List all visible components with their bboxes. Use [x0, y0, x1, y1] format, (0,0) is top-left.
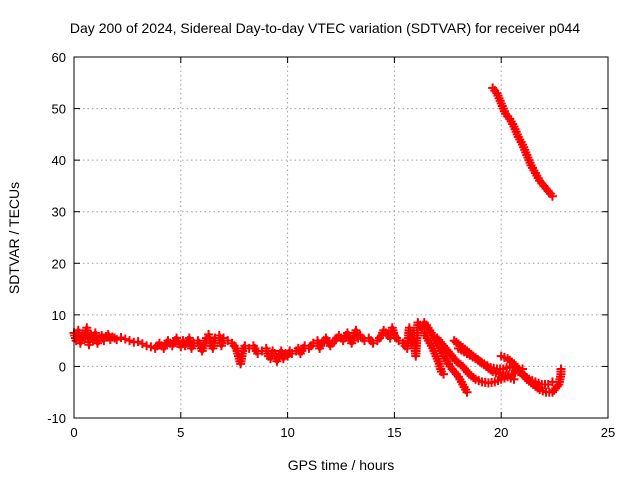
x-tick-label: 0: [70, 425, 77, 440]
x-tick-label: 25: [601, 425, 615, 440]
y-axis-label: SDTVAR / TECUs: [6, 182, 22, 294]
data-point: [439, 369, 449, 379]
y-tick-label: 20: [52, 256, 66, 271]
y-tick-label: 30: [52, 205, 66, 220]
x-axis-label: GPS time / hours: [288, 457, 395, 473]
data-point: [462, 387, 472, 397]
plot-frame: [73, 56, 609, 419]
data-point: [142, 341, 152, 351]
y-tick-label: 40: [52, 153, 66, 168]
x-tick-label: 20: [494, 425, 508, 440]
chart-title: Day 200 of 2024, Sidereal Day-to-day VTE…: [70, 20, 580, 36]
grid: [74, 57, 608, 418]
x-tick-label: 15: [387, 425, 401, 440]
y-tick-label: 0: [59, 359, 66, 374]
data-point: [509, 374, 519, 384]
y-tick-label: 50: [52, 102, 66, 117]
data-point: [547, 191, 557, 201]
x-tick-label: 5: [177, 425, 184, 440]
y-tick-label: 10: [52, 308, 66, 323]
x-tick-label: 10: [280, 425, 294, 440]
data-point: [556, 364, 566, 374]
y-tick-label: -10: [47, 411, 66, 426]
data-point: [547, 377, 557, 387]
y-tick-label: 60: [52, 50, 66, 65]
data-points: [69, 83, 566, 397]
